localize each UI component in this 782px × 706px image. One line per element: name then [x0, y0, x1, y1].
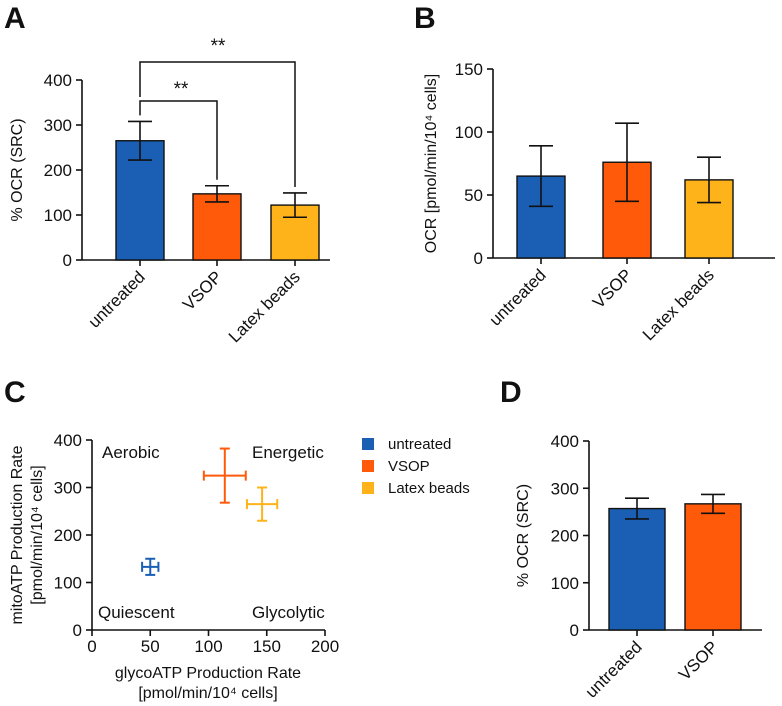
y-tick-label: 100: [551, 574, 579, 593]
legend-swatch: [362, 482, 374, 494]
y-tick-label: 0: [63, 251, 72, 270]
x-tick-label: 50: [141, 637, 160, 656]
bar-vsop: [684, 503, 742, 631]
panel-c-chart: 0 100 200 300 400 0 50 100 150 200 glycoATP Produc…: [9, 431, 470, 702]
significance-label: **: [174, 79, 189, 100]
legend-label: Latex beads: [388, 480, 470, 497]
x-tick-label: VSOP: [179, 267, 226, 314]
significance-bracket: [139, 100, 218, 180]
legend-label: VSOP: [388, 458, 430, 475]
y-tick-label: 300: [54, 479, 82, 498]
y-tick-label: 150: [455, 60, 483, 79]
point-untreated: [141, 557, 160, 576]
y-axis-title: % OCR (SRC): [9, 118, 26, 221]
panel-b-chart: 0 50 100 150 OCR [pmol/min/10⁴ cells] untreat…: [423, 60, 775, 344]
y-tick-label: 100: [54, 574, 82, 593]
x-tick-label: untreated: [486, 265, 550, 329]
y-tick-label: 0: [570, 621, 579, 640]
panel-letter-c: C: [4, 376, 26, 409]
x-tick-label: untreated: [85, 267, 149, 331]
panel-letter-b: B: [414, 2, 436, 35]
x-axis-title-unit: [pmol/min/10⁴ cells]: [138, 685, 277, 702]
y-tick-label: 100: [44, 206, 72, 225]
y-tick-label: 0: [73, 621, 82, 640]
x-tick-label: 100: [194, 637, 222, 656]
region-label-energetic: Energetic: [252, 443, 324, 462]
x-tick-label: Latex beads: [225, 267, 304, 346]
x-tick-label: untreated: [582, 637, 646, 701]
y-tick-label: 0: [474, 249, 483, 268]
legend-swatch: [362, 438, 374, 450]
y-tick-label: 400: [44, 71, 72, 90]
y-tick-label: 300: [44, 116, 72, 135]
point-vsop: [202, 447, 247, 504]
y-axis-title-unit: [pmol/min/10⁴ cells]: [29, 465, 46, 604]
region-label-glycolytic: Glycolytic: [252, 603, 325, 622]
bar-vsop: [192, 193, 242, 261]
x-tick-label: 0: [87, 637, 96, 656]
y-tick-label: 400: [54, 431, 82, 450]
y-tick-label: 200: [44, 161, 72, 180]
x-tick-label: VSOP: [589, 265, 636, 312]
y-axis-title: % OCR (SRC): [515, 484, 532, 587]
x-tick-label: 200: [311, 637, 339, 656]
panel-letter-a: A: [4, 2, 26, 35]
legend-swatch: [362, 460, 374, 472]
panel-a-chart: 0 100 200 300 400 % OCR (SRC) untreated VSOP Lat…: [9, 36, 330, 346]
y-axis-title: mitoATP Production Rate: [9, 445, 26, 624]
y-tick-label: 200: [54, 526, 82, 545]
panel-d-chart: 0 100 200 300 400 % OCR (SRC) untreated VSOP: [515, 432, 762, 702]
y-tick-label: 300: [551, 479, 579, 498]
significance-bracket: [139, 61, 296, 187]
legend-label: untreated: [388, 436, 451, 453]
y-tick-label: 200: [551, 527, 579, 546]
region-label-quiescent: Quiescent: [98, 603, 175, 622]
y-tick-label: 400: [551, 432, 579, 451]
point-latex-beads: [245, 486, 279, 522]
region-label-aerobic: Aerobic: [102, 443, 160, 462]
bar-untreated: [608, 507, 666, 631]
significance-label: **: [211, 36, 226, 57]
x-axis-title: glycoATP Production Rate: [115, 665, 301, 682]
x-tick-label: VSOP: [675, 637, 722, 684]
x-tick-label: 150: [253, 637, 281, 656]
y-axis-title: OCR [pmol/min/10⁴ cells]: [423, 74, 440, 253]
y-tick-label: 100: [455, 123, 483, 142]
x-tick-label: Latex beads: [639, 265, 718, 344]
y-tick-label: 50: [464, 186, 483, 205]
panel-letter-d: D: [500, 376, 522, 409]
